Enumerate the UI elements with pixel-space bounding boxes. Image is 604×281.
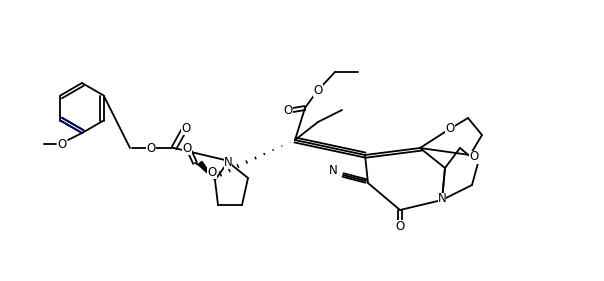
Text: O: O xyxy=(181,121,191,135)
Text: O: O xyxy=(396,219,405,232)
Text: O: O xyxy=(469,151,478,164)
Text: O: O xyxy=(283,103,292,117)
Text: O: O xyxy=(57,137,66,151)
Text: O: O xyxy=(445,121,455,135)
Text: O: O xyxy=(207,166,217,178)
Text: O: O xyxy=(313,83,323,96)
Text: N: N xyxy=(223,155,233,169)
Text: N: N xyxy=(329,164,338,178)
Text: N: N xyxy=(438,192,446,205)
Text: O: O xyxy=(146,142,156,155)
Text: O: O xyxy=(182,142,191,155)
Polygon shape xyxy=(198,161,215,180)
